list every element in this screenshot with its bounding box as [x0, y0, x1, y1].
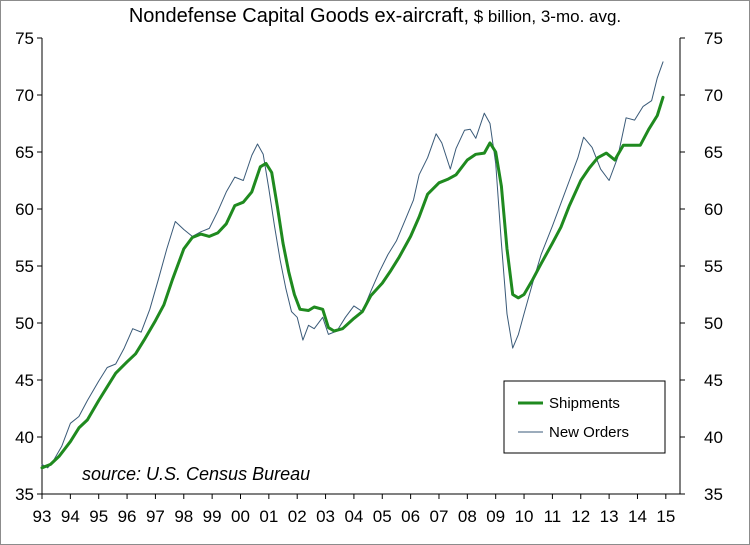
x-tick-label: 97 — [146, 507, 165, 526]
series-line-shipments — [40, 95, 665, 470]
y-tick-label-right: 65 — [704, 143, 723, 162]
x-tick-label: 11 — [544, 507, 562, 526]
series-line-new-orders — [41, 61, 664, 469]
x-tick-label: 94 — [61, 507, 80, 526]
y-tick-label-left: 75 — [15, 29, 34, 48]
y-tick-label-left: 35 — [15, 485, 34, 504]
y-tick-label-right: 35 — [704, 485, 723, 504]
x-tick-label: 93 — [33, 507, 52, 526]
x-tick-label: 99 — [203, 507, 222, 526]
x-tick-label: 02 — [288, 507, 307, 526]
x-tick-label: 07 — [430, 507, 449, 526]
x-tick-label: 05 — [373, 507, 392, 526]
legend-label-shipments: Shipments — [549, 395, 620, 412]
x-tick-label: 08 — [458, 507, 477, 526]
axes: 35 35 40 40 45 45 50 50 55 55 60 60 65 65 70 70 75 75 93 94… — [15, 29, 723, 526]
x-tick-label: 13 — [600, 507, 619, 526]
chart-title-main: Nondefense Capital Goods ex-aircraft, — [128, 5, 470, 27]
x-tick-label: 12 — [571, 507, 590, 526]
y-tick-label-right: 50 — [704, 314, 723, 333]
y-tick-label-right: 55 — [704, 257, 723, 276]
x-tick-label: 96 — [118, 507, 137, 526]
y-tick-label-left: 40 — [15, 428, 34, 447]
x-tick-label: 04 — [344, 507, 363, 526]
chart-title-subtitle: $ billion, 3-mo. avg. — [469, 7, 622, 26]
x-tick-label: 98 — [174, 507, 193, 526]
x-tick-label: 00 — [231, 507, 250, 526]
x-tick-label: 95 — [89, 507, 108, 526]
x-tick-label: 14 — [628, 507, 647, 526]
y-tick-label-right: 70 — [704, 86, 723, 105]
x-tick-label: 09 — [486, 507, 505, 526]
x-tick-label: 06 — [401, 507, 420, 526]
legend-label-new-orders: New Orders — [549, 424, 629, 441]
y-tick-label-left: 70 — [15, 86, 34, 105]
x-tick-label: 03 — [316, 507, 335, 526]
y-tick-label-right: 60 — [704, 200, 723, 219]
x-tick-label: 15 — [656, 507, 675, 526]
legend-box — [503, 380, 666, 454]
y-tick-label-left: 65 — [15, 143, 34, 162]
chart-title: Nondefense Capital Goods ex-aircraft, $ … — [0, 5, 750, 28]
series-lines — [40, 61, 665, 470]
x-tick-label: 01 — [259, 507, 278, 526]
x-tick-label: 10 — [515, 507, 534, 526]
y-tick-label-left: 45 — [15, 371, 34, 390]
y-tick-label-right: 45 — [704, 371, 723, 390]
legend: Shipments New Orders — [503, 380, 666, 454]
y-tick-label-left: 55 — [15, 257, 34, 276]
source-note: source: U.S. Census Bureau — [82, 464, 310, 484]
y-tick-label-right: 75 — [704, 29, 723, 48]
y-tick-label-left: 60 — [15, 200, 34, 219]
y-tick-label-left: 50 — [15, 314, 34, 333]
y-tick-label-right: 40 — [704, 428, 723, 447]
